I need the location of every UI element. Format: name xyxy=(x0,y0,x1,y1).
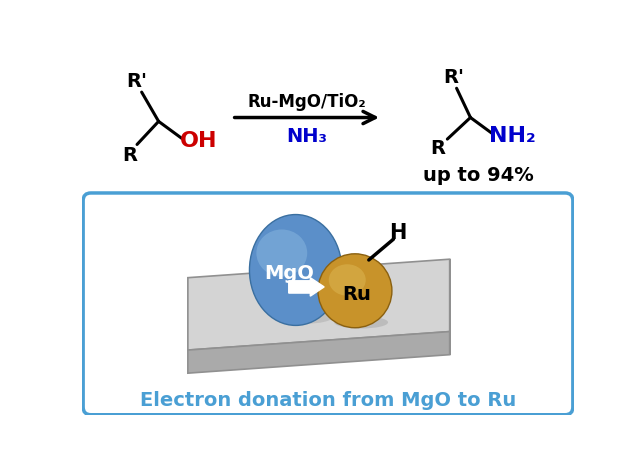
Text: Electron donation from MgO to Ru: Electron donation from MgO to Ru xyxy=(140,391,516,411)
Text: NH₂: NH₂ xyxy=(490,126,536,146)
Ellipse shape xyxy=(334,316,388,329)
Text: R: R xyxy=(122,146,137,165)
FancyBboxPatch shape xyxy=(83,193,573,415)
Text: Ru: Ru xyxy=(342,285,371,304)
Text: R': R' xyxy=(443,68,464,87)
Text: H: H xyxy=(389,223,407,243)
Text: NH₃: NH₃ xyxy=(286,126,327,145)
Polygon shape xyxy=(188,259,450,350)
Text: R: R xyxy=(431,139,445,158)
Text: Ru-MgO/TiO₂: Ru-MgO/TiO₂ xyxy=(248,93,366,111)
Text: OH: OH xyxy=(180,131,218,151)
Ellipse shape xyxy=(318,254,392,328)
FancyArrow shape xyxy=(289,278,324,296)
Text: up to 94%: up to 94% xyxy=(423,166,534,185)
Ellipse shape xyxy=(329,264,365,296)
Ellipse shape xyxy=(250,214,342,325)
Ellipse shape xyxy=(257,229,307,277)
Text: R': R' xyxy=(127,72,148,91)
Text: MgO: MgO xyxy=(264,264,314,282)
Ellipse shape xyxy=(273,308,334,324)
Polygon shape xyxy=(188,332,450,373)
